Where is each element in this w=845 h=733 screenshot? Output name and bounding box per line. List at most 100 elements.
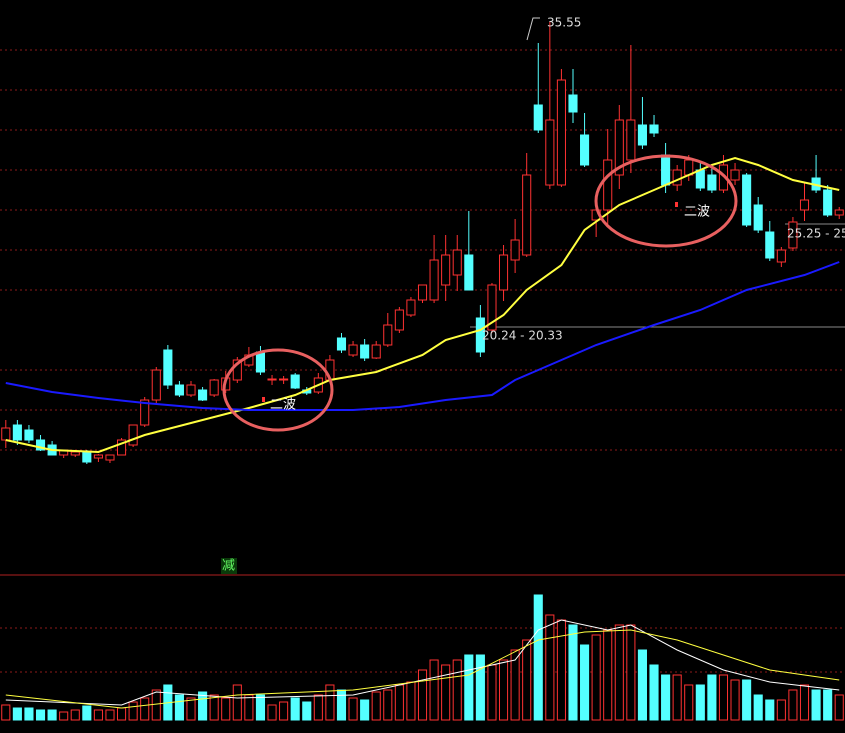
candle-body (788, 221, 798, 249)
marks (1, 22, 844, 721)
volume-bar (823, 689, 833, 721)
volume-bar (649, 664, 659, 721)
candle-body (186, 384, 196, 396)
volume-bar (776, 699, 786, 721)
volume-bar (695, 684, 705, 721)
candle-body (163, 349, 173, 386)
candle-body (614, 119, 624, 176)
volume-bar (533, 594, 543, 721)
marker (262, 397, 265, 402)
candle-body (556, 79, 566, 186)
candle-body (371, 344, 381, 359)
candle-body (568, 94, 578, 113)
indicator-label: 减 (222, 559, 235, 574)
candle-body (336, 337, 347, 351)
volume-bar (198, 691, 208, 721)
range-label: 20.24 - 20.33 (482, 329, 563, 343)
candle-body (603, 159, 613, 211)
volume-bar (151, 689, 161, 721)
volume-bar (522, 639, 532, 721)
candle-body (545, 119, 555, 186)
volume-bar (313, 694, 323, 721)
candle-body (279, 378, 289, 381)
candle-body (522, 174, 532, 256)
volume-bar (765, 699, 775, 721)
candle-body (510, 239, 520, 261)
volume-bar (556, 619, 566, 721)
candle-body (649, 124, 659, 134)
volume-bar (799, 684, 810, 721)
volume-bar (475, 654, 485, 721)
volume-bar (82, 705, 92, 721)
candle-body (417, 284, 428, 301)
volume-bar (730, 679, 740, 721)
volume-bar (417, 669, 428, 721)
candle-body (707, 174, 717, 191)
volume-bar (498, 659, 509, 721)
candle-body (799, 199, 810, 211)
volume-bar (487, 664, 497, 721)
volume-bar (591, 634, 601, 721)
ma-line (5, 156, 840, 454)
volume-bar (47, 709, 57, 721)
wave-label: 二波 (270, 398, 296, 413)
candle-body (776, 249, 786, 263)
volume-bar (244, 694, 254, 721)
volume-bar (325, 684, 335, 721)
volume-bar (383, 689, 393, 721)
volume-bar (24, 707, 34, 721)
candle-body (35, 439, 46, 451)
circle (594, 154, 738, 248)
candle-body (834, 209, 844, 216)
candle-body (12, 424, 22, 441)
volume-bar (12, 707, 22, 721)
candle-body (1, 427, 11, 441)
wave-label: 二波 (684, 205, 710, 220)
candle-body (695, 169, 705, 189)
volume-bar (394, 684, 404, 721)
volume-bar (441, 664, 451, 721)
candle-body (128, 424, 138, 446)
candle-body (441, 254, 451, 286)
candle-body (93, 454, 103, 459)
volume-bar (545, 614, 555, 721)
volume-bar (348, 697, 358, 721)
volume-bar (580, 644, 590, 721)
candle-body (82, 451, 92, 463)
marker (675, 202, 678, 207)
range-label: 25.25 - 25. (787, 227, 845, 241)
candle-body (198, 389, 208, 401)
volume-bar (93, 709, 103, 721)
candle-body (290, 374, 300, 389)
candle-body (753, 204, 763, 231)
volume-bar (336, 689, 347, 721)
volume-bar (626, 624, 636, 721)
candle-body (406, 299, 416, 316)
candle-body (174, 384, 184, 396)
volume-bar (70, 709, 80, 721)
volume-bar (105, 709, 115, 721)
candle-body (255, 351, 266, 373)
volume-bar (279, 701, 289, 721)
candle-body (498, 254, 509, 291)
high-pointer (526, 17, 540, 41)
volume-bar (637, 649, 647, 721)
volume-bar (707, 674, 717, 721)
candle-body (151, 369, 161, 401)
candle-body (70, 451, 80, 456)
volume-bar (464, 654, 474, 721)
candle-body (823, 189, 833, 216)
candle-body (742, 174, 752, 226)
ma-line (5, 619, 840, 706)
volume-bar (290, 697, 300, 721)
candle-body (24, 429, 34, 441)
candle-body (429, 259, 439, 301)
volume-bar (221, 697, 231, 721)
grid (0, 49, 845, 673)
volume-bar (360, 699, 370, 721)
volume-bar (267, 704, 277, 721)
volume-bar (811, 689, 821, 721)
volume-bar (35, 709, 46, 721)
volume-bar (209, 694, 219, 721)
volume-bar (568, 624, 578, 721)
